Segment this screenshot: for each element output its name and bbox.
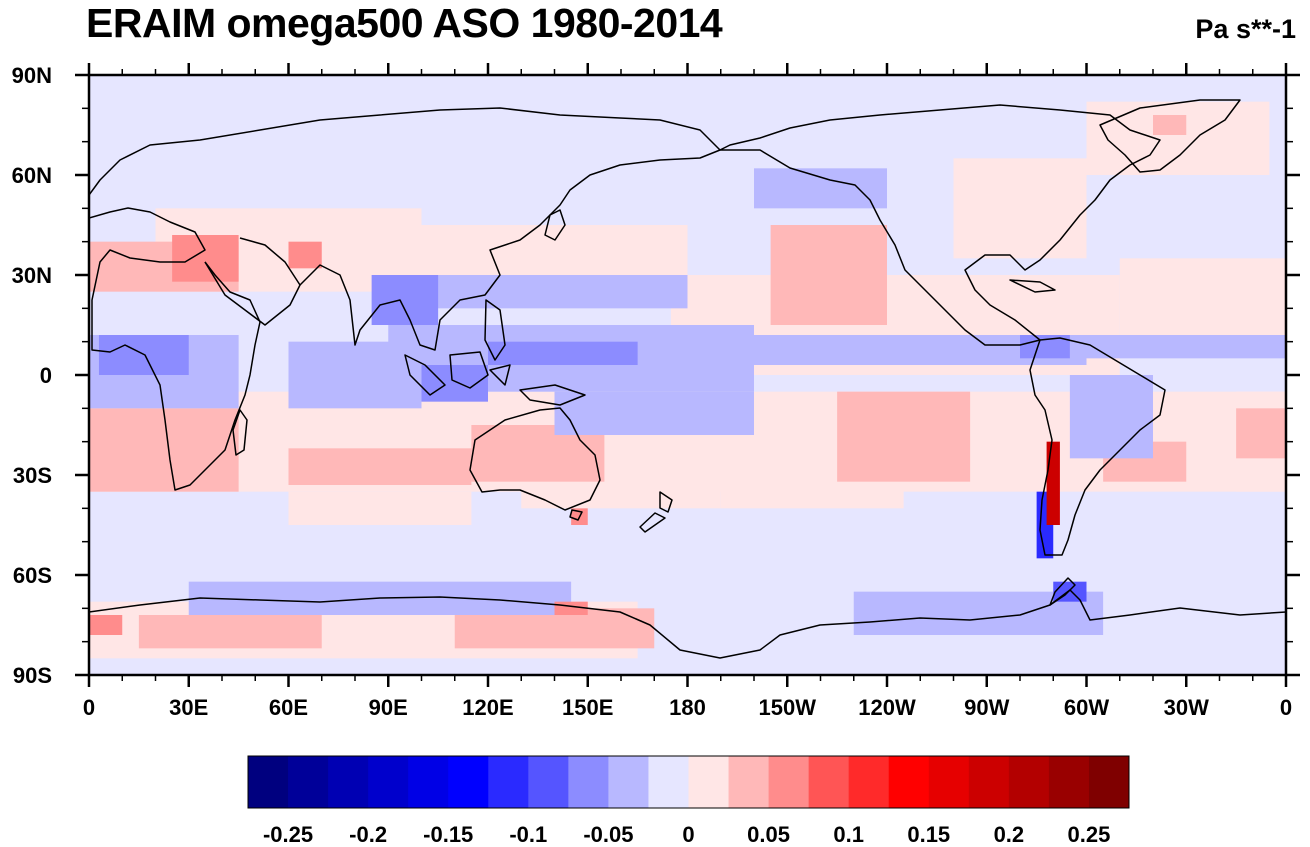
- x-tick-label: 60E: [269, 695, 308, 720]
- colorbar-label: 0.1: [833, 822, 864, 847]
- x-tick-label: 180: [669, 695, 706, 720]
- y-tick-label: 30N: [12, 263, 52, 288]
- field-region-33: [421, 275, 688, 309]
- field-region-19: [1236, 408, 1286, 459]
- field-region-29: [554, 391, 754, 435]
- colorbar-label: -0.25: [263, 822, 313, 847]
- field-region-32: [754, 168, 887, 209]
- field-region-6: [421, 225, 688, 275]
- x-tick-label: 90E: [369, 695, 408, 720]
- colorbar-label: -0.2: [349, 822, 387, 847]
- x-tick-label: 150W: [759, 695, 817, 720]
- field-region-34: [1069, 375, 1153, 459]
- colorbar-box: [968, 756, 1010, 808]
- x-tick-label: 90W: [964, 695, 1009, 720]
- colorbar-box: [1048, 756, 1090, 808]
- colorbar-box: [448, 756, 489, 808]
- colorbar-box: [328, 756, 369, 808]
- colorbar-box: [768, 756, 810, 808]
- colorbar-box: [1008, 756, 1050, 808]
- field-region-16: [288, 448, 472, 485]
- colorbar-box: [608, 756, 649, 808]
- colorbar-box: [288, 756, 329, 808]
- map-title: ERAIM omega500 ASO 1980-2014: [86, 0, 723, 46]
- colorbar-box: [888, 756, 930, 808]
- colorbar-label: 0.05: [747, 822, 790, 847]
- units-label: Pa s**-1: [1195, 14, 1296, 44]
- colorbar-label: -0.1: [509, 822, 547, 847]
- colorbar-box: [528, 756, 569, 808]
- field-region-41: [1046, 441, 1060, 525]
- colorbar-box: [808, 756, 850, 808]
- field-region-48: [1153, 115, 1187, 135]
- field-region-17: [89, 408, 239, 492]
- x-tick-label: 60W: [1064, 695, 1109, 720]
- colorbar-label: 0.15: [907, 822, 950, 847]
- colorbar-box: [1088, 756, 1130, 808]
- y-tick-label: 90S: [13, 663, 52, 688]
- y-tick-label: 30S: [13, 463, 52, 488]
- colorbar-box: [408, 756, 449, 808]
- colorbar-label: 0: [682, 822, 694, 847]
- map-axes: 0 30E 60E 90E 120E 150E 180 150W 120W 90W 60W 30W 0 9…: [12, 63, 1300, 720]
- x-tick-label: 120E: [462, 695, 513, 720]
- colorbar-box: [488, 756, 529, 808]
- field-region-8: [1086, 101, 1270, 175]
- colorbar-label: -0.05: [583, 822, 633, 847]
- colorbar-box: [928, 756, 970, 808]
- field-region-27: [1086, 335, 1286, 359]
- y-tick-label: 60S: [13, 563, 52, 588]
- colorbar: -0.25 -0.2 -0.15 -0.1 -0.05 0 0.05 0.1 0.15 0.2 0.…: [247, 755, 1130, 847]
- colorbar-label: 0.25: [1068, 822, 1111, 847]
- colorbar-frame: [247, 755, 1130, 809]
- x-tick-label: 150E: [562, 695, 613, 720]
- coastlines: [89, 99, 1286, 659]
- field-region-37: [371, 275, 439, 325]
- colorbar-box: [568, 756, 609, 808]
- field-region-3: [1119, 258, 1286, 342]
- colorbar-box: [248, 756, 289, 808]
- colorbar-box: [848, 756, 890, 808]
- x-tick-label: 0: [83, 695, 95, 720]
- field-region-38: [1020, 335, 1070, 359]
- field-region-20: [138, 615, 322, 649]
- field-region-36: [488, 341, 638, 365]
- field-region-45: [288, 241, 322, 269]
- y-tick-label: 0: [40, 363, 52, 388]
- field-region-47: [89, 615, 123, 635]
- field-region-25: [288, 341, 422, 409]
- colorbar-label: -0.15: [423, 822, 473, 847]
- x-tick-label: 30E: [169, 695, 208, 720]
- omega-field: [89, 75, 1286, 675]
- field-region-4: [953, 158, 1087, 259]
- field-region-15: [770, 225, 887, 325]
- field-region-11: [288, 491, 472, 525]
- colorbar-box: [648, 756, 689, 808]
- field-region-14: [837, 391, 971, 482]
- colorbar-box: [728, 756, 770, 808]
- field-region-44: [172, 235, 239, 282]
- colorbar-label: 0.2: [994, 822, 1025, 847]
- colorbar-box: [368, 756, 409, 808]
- y-tick-label: 90N: [12, 63, 52, 88]
- colorbar-box: [688, 756, 730, 808]
- x-tick-label: 30W: [1164, 695, 1209, 720]
- x-tick-label: 0: [1280, 695, 1292, 720]
- y-tick-label: 60N: [12, 163, 52, 188]
- x-tick-label: 120W: [858, 695, 916, 720]
